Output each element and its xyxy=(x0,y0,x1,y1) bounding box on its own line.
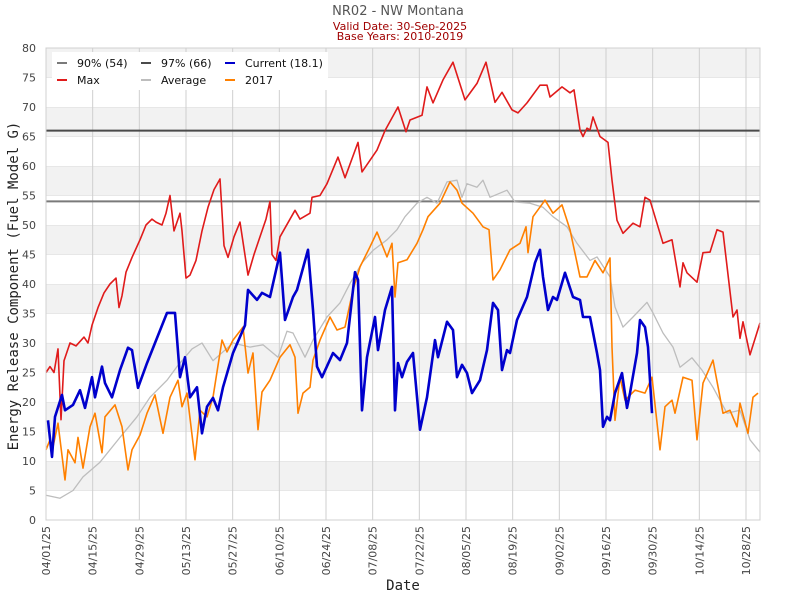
x-tick-label: 04/15/25 xyxy=(87,526,100,575)
y-tick-label: 30 xyxy=(22,337,36,350)
y-tick-label: 55 xyxy=(22,190,36,203)
y-tick-label: 0 xyxy=(29,514,36,527)
legend-label: 2017 xyxy=(245,74,273,87)
grid-band xyxy=(46,254,760,284)
series-line-average xyxy=(45,179,761,499)
grid-band xyxy=(46,431,760,461)
y-tick-label: 65 xyxy=(22,131,36,144)
grid-band xyxy=(46,343,760,373)
x-tick-label: 08/05/25 xyxy=(460,526,473,575)
legend-label: Max xyxy=(77,74,100,87)
grid-band xyxy=(46,461,760,491)
x-tick-label: 04/29/25 xyxy=(133,526,146,575)
x-tick-label: 09/30/25 xyxy=(647,526,660,575)
x-tick-label: 09/16/25 xyxy=(600,526,613,575)
y-tick-label: 10 xyxy=(22,455,36,468)
series-line-2017 xyxy=(45,181,759,481)
valid-date-subtitle: Valid Date: 30-Sep-2025 xyxy=(333,20,467,33)
legend-item: 97% (66) xyxy=(141,57,212,70)
y-tick-label: 80 xyxy=(22,42,36,55)
x-tick-label: 05/13/25 xyxy=(180,526,193,575)
y-tick-label: 40 xyxy=(22,278,36,291)
legend-label: 90% (54) xyxy=(77,57,128,70)
x-tick-label: 06/24/25 xyxy=(320,526,333,575)
base-years-subtitle: Base Years: 2010-2019 xyxy=(337,30,463,43)
x-tick-label: 10/14/25 xyxy=(693,526,706,575)
threshold-lines xyxy=(46,129,760,203)
grid-band xyxy=(46,136,760,166)
legend-item: 90% (54) xyxy=(57,57,128,70)
y-tick-label: 45 xyxy=(22,249,36,262)
x-axis-label: Date xyxy=(386,578,420,594)
legend-item: Average xyxy=(141,74,206,87)
x-tick-label: 07/22/25 xyxy=(413,526,426,575)
legend-label: Average xyxy=(161,74,206,87)
series-lines xyxy=(45,61,761,499)
legend-item: Current (18.1) xyxy=(225,57,323,70)
legend-item: Max xyxy=(57,74,100,87)
y-axis-label: Energy Release Component (Fuel Model G) xyxy=(6,122,22,451)
y-tick-label: 35 xyxy=(22,308,36,321)
legend-box xyxy=(52,52,328,90)
y-tick-label: 20 xyxy=(22,396,36,409)
x-tick-label: 04/01/25 xyxy=(40,526,53,575)
y-tick-label: 5 xyxy=(29,485,36,498)
chart-title: NR02 - NW Montana xyxy=(332,4,464,19)
legend-item: 2017 xyxy=(225,74,273,87)
x-tick-label: 05/27/25 xyxy=(227,526,240,575)
y-tick-label: 50 xyxy=(22,219,36,232)
x-tick-label: 10/28/25 xyxy=(740,526,753,575)
legend: 90% (54) 97% (66) Current (18.1) Max Average… xyxy=(52,52,328,90)
legend-label: 97% (66) xyxy=(161,57,212,70)
x-tick-labels: 04/01/25 04/15/25 04/29/25 05/13/25 05/27/25… xyxy=(40,526,753,575)
y-tick-labels: 0 5 10 15 20 25 30 35 40 45 50 55 60 65 70 75 80 xyxy=(22,42,36,527)
y-tick-label: 15 xyxy=(22,426,36,439)
grid-band xyxy=(46,225,760,255)
y-tick-label: 60 xyxy=(22,160,36,173)
grid-band xyxy=(46,166,760,196)
y-tick-label: 25 xyxy=(22,367,36,380)
series-line-current xyxy=(46,248,654,459)
y-tick-label: 70 xyxy=(22,101,36,114)
plot-frame xyxy=(45,47,761,521)
y-tick-label: 75 xyxy=(22,72,36,85)
x-tick-label: 09/02/25 xyxy=(553,526,566,575)
x-tick-label: 08/19/25 xyxy=(507,526,520,575)
x-tick-label: 07/08/25 xyxy=(367,526,380,575)
x-tick-label: 06/10/25 xyxy=(273,526,286,575)
legend-label: Current (18.1) xyxy=(245,57,323,70)
series-line-max xyxy=(45,61,761,421)
grid-band xyxy=(46,490,760,520)
